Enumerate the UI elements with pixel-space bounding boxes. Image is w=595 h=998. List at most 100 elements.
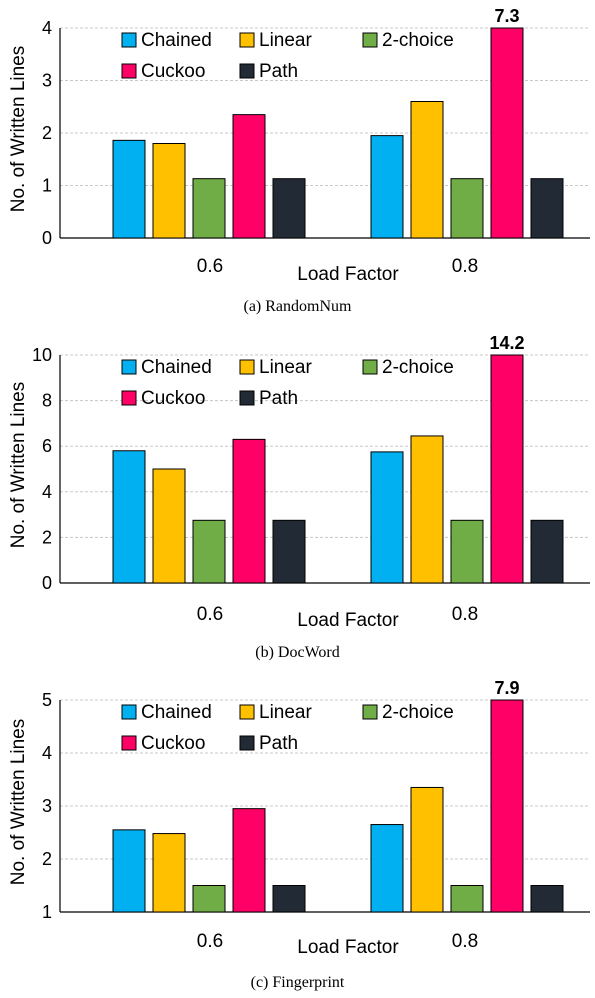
legend-item-cuckoo: Cuckoo bbox=[121, 61, 205, 82]
bar-linear-0.6 bbox=[152, 468, 186, 584]
bar-path-0.6 bbox=[272, 885, 306, 913]
clipped-value-label: 14.2 bbox=[489, 333, 524, 353]
y-tick-label: 2 bbox=[42, 123, 52, 143]
bar-cuckoo-0.6 bbox=[232, 114, 266, 239]
caption-b: (b) DocWord bbox=[255, 644, 340, 661]
legend-item-linear: Linear bbox=[239, 357, 312, 378]
legend-swatch bbox=[121, 63, 137, 79]
x-tick-label: 0.6 bbox=[197, 256, 223, 277]
y-tick-label: 1 bbox=[42, 902, 52, 922]
legend-item-2-choice: 2-choice bbox=[362, 30, 454, 51]
legend-swatch bbox=[362, 704, 378, 720]
x-tick-label: 0.8 bbox=[452, 931, 478, 952]
legend-item-chained: Chained bbox=[121, 30, 212, 51]
caption-a: (a) RandomNum bbox=[243, 298, 352, 315]
chart-panel-a: 0 1 2 3 4 7.3 0.6 0.8 Load Factor No. of Written … bbox=[0, 0, 595, 332]
bar-linear-0.8 bbox=[410, 786, 444, 913]
y-tick-label: 3 bbox=[42, 71, 52, 91]
bar-chained-0.6 bbox=[112, 139, 146, 239]
legend-swatch bbox=[239, 359, 255, 375]
legend-swatch bbox=[121, 704, 137, 720]
bar-path-0.8 bbox=[530, 519, 564, 584]
bar-cuckoo-0.8 bbox=[490, 699, 524, 913]
legend-label: Path bbox=[259, 388, 298, 409]
legend-item-chained: Chained bbox=[121, 357, 212, 378]
y-tick-label: 3 bbox=[42, 796, 52, 816]
y-tick-label: 2 bbox=[42, 527, 52, 547]
legend-swatch bbox=[362, 359, 378, 375]
y-tick-label: 4 bbox=[42, 743, 52, 763]
bar-cuckoo-0.8 bbox=[490, 27, 524, 239]
legend-item-linear: Linear bbox=[239, 30, 312, 51]
legend-label: Chained bbox=[141, 702, 212, 723]
x-tick-label: 0.6 bbox=[197, 604, 223, 625]
y-axis-label: No. of Written Lines bbox=[8, 719, 29, 886]
x-tick-label: 0.8 bbox=[452, 604, 478, 625]
bar-chart-randomnum: 0 1 2 3 4 7.3 0.6 0.8 Load Factor No. of Written … bbox=[8, 6, 590, 285]
bar-chained-0.8 bbox=[370, 451, 404, 584]
y-tick-label: 5 bbox=[42, 690, 52, 710]
legend-item-cuckoo: Cuckoo bbox=[121, 733, 205, 754]
legend-label: Path bbox=[259, 733, 298, 754]
legend-swatch bbox=[362, 32, 378, 48]
bar-linear-0.8 bbox=[410, 435, 444, 584]
legend-label: Chained bbox=[141, 30, 212, 51]
y-tick-label: 6 bbox=[42, 436, 52, 456]
bar-2-choice-0.6 bbox=[192, 519, 226, 584]
bar-chart-docword: 0 2 4 6 8 10 14.2 0.6 0.8 Load Factor No. of Writt… bbox=[8, 333, 590, 631]
x-tick-label: 0.8 bbox=[452, 256, 478, 277]
legend-item-cuckoo: Cuckoo bbox=[121, 388, 205, 409]
y-tick-label: 0 bbox=[42, 228, 52, 248]
y-tick-label: 8 bbox=[42, 391, 52, 411]
legend-item-linear: Linear bbox=[239, 702, 312, 723]
x-tick-label: 0.6 bbox=[197, 931, 223, 952]
legend-label: Linear bbox=[259, 702, 312, 723]
x-axis-label: Load Factor bbox=[297, 937, 399, 958]
bar-chained-0.6 bbox=[112, 829, 146, 913]
y-axis-label: No. of Written Lines bbox=[8, 46, 29, 213]
legend-item-2-choice: 2-choice bbox=[362, 702, 454, 723]
bar-path-0.6 bbox=[272, 178, 306, 239]
bar-path-0.8 bbox=[530, 178, 564, 239]
legend-label: 2-choice bbox=[382, 30, 454, 51]
legend-label: Cuckoo bbox=[141, 733, 205, 754]
bar-cuckoo-0.8 bbox=[490, 354, 524, 584]
legend-swatch bbox=[239, 704, 255, 720]
x-axis-label: Load Factor bbox=[297, 610, 399, 631]
y-tick-label: 1 bbox=[42, 176, 52, 196]
legend-item-chained: Chained bbox=[121, 702, 212, 723]
bar-2-choice-0.8 bbox=[450, 885, 484, 913]
legend-label: 2-choice bbox=[382, 357, 454, 378]
legend-swatch bbox=[239, 735, 255, 751]
bar-2-choice-0.8 bbox=[450, 178, 484, 239]
legend-swatch bbox=[239, 32, 255, 48]
bar-cuckoo-0.6 bbox=[232, 808, 266, 913]
legend-label: Path bbox=[259, 61, 298, 82]
legend-swatch bbox=[121, 390, 137, 406]
legend-swatch bbox=[239, 63, 255, 79]
legend-swatch bbox=[239, 390, 255, 406]
bar-linear-0.6 bbox=[152, 833, 186, 913]
bar-2-choice-0.6 bbox=[192, 178, 226, 239]
legend-swatch bbox=[121, 32, 137, 48]
y-tick-label: 0 bbox=[42, 573, 52, 593]
bar-linear-0.6 bbox=[152, 143, 186, 239]
bar-chained-0.8 bbox=[370, 135, 404, 239]
bar-2-choice-0.8 bbox=[450, 519, 484, 584]
y-tick-label: 2 bbox=[42, 849, 52, 869]
x-axis-label: Load Factor bbox=[297, 264, 399, 285]
legend-item-2-choice: 2-choice bbox=[362, 357, 454, 378]
legend-item-path: Path bbox=[239, 388, 298, 409]
clipped-value-label: 7.3 bbox=[494, 6, 519, 26]
bar-2-choice-0.6 bbox=[192, 885, 226, 913]
chart-panel-c: 1 2 3 4 5 7.9 0.6 0.8 Load Factor No. of Written … bbox=[0, 664, 595, 996]
bar-chained-0.8 bbox=[370, 824, 404, 913]
clipped-value-label: 7.9 bbox=[494, 678, 519, 698]
y-tick-label: 10 bbox=[32, 345, 52, 365]
legend-item-path: Path bbox=[239, 733, 298, 754]
legend-label: Cuckoo bbox=[141, 388, 205, 409]
y-tick-label: 4 bbox=[42, 18, 52, 38]
legend-label: Linear bbox=[259, 30, 312, 51]
bar-path-0.6 bbox=[272, 519, 306, 584]
y-tick-label: 4 bbox=[42, 482, 52, 502]
